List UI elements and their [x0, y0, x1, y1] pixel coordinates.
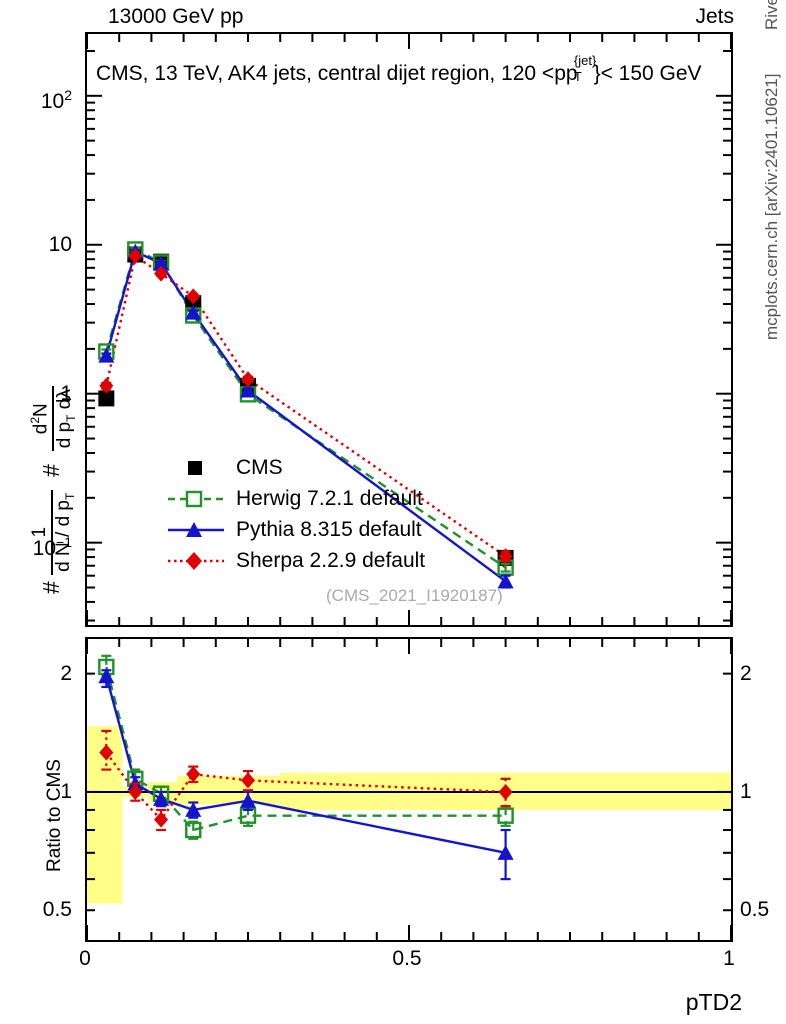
main-y-tick-label: 102	[40, 86, 72, 113]
category-label: Jets	[695, 5, 734, 28]
plot-title-tail: }< 150 GeV	[593, 62, 702, 85]
legend-marker-pythia-icon	[168, 519, 224, 541]
legend-entry-cms[interactable]: CMS	[168, 452, 425, 483]
plot-title-subscript: T	[573, 69, 582, 84]
ratio-plot-canvas	[86, 639, 732, 940]
plot-title-superscript: {jet}	[573, 53, 597, 68]
legend-marker-cms-icon	[168, 457, 224, 479]
main-plot-canvas	[86, 34, 732, 625]
main-y-tick-label: 10−1	[32, 533, 72, 560]
ratio-y-tick-label: 2	[60, 661, 72, 685]
legend-marker-sherpa-icon	[168, 550, 224, 572]
legend-label-cms: CMS	[236, 455, 283, 479]
ratio-y-tick-label-right: 1	[740, 779, 752, 803]
ratio-y-tick-label: 0.5	[42, 898, 72, 922]
main-plot-frame	[85, 32, 733, 627]
main-y-tick-label: 10	[48, 232, 72, 256]
legend-entry-pythia[interactable]: Pythia 8.315 default	[168, 514, 425, 545]
legend-entry-sherpa[interactable]: Sherpa 2.2.9 default	[168, 545, 425, 576]
x-tick-label: 0	[79, 947, 91, 970]
x-tick-label: 1	[723, 947, 735, 970]
ratio-y-tick-label-right: 2	[740, 661, 752, 685]
legend-marker-herwig-icon	[168, 488, 224, 510]
ratio-plot-frame	[85, 637, 733, 942]
ratio-y-tick-label: 1	[60, 779, 72, 803]
legend-entry-herwig[interactable]: Herwig 7.2.1 default	[168, 483, 425, 514]
legend-label-herwig: Herwig 7.2.1 default	[236, 486, 423, 510]
plot-title: CMS, 13 TeV, AK4 jets, central dijet reg…	[96, 53, 702, 85]
legend-label-sherpa: Sherpa 2.2.9 default	[236, 548, 426, 572]
x-axis-title: pTD2	[685, 989, 742, 1015]
beam-label: 13000 GeV pp	[108, 5, 244, 28]
ratio-y-tick-label-right: 0.5	[740, 898, 770, 922]
legend-label-pythia: Pythia 8.315 default	[236, 517, 422, 541]
legend: CMS Herwig 7.2.1 default Pythia 8.315 de…	[168, 452, 425, 576]
analysis-id-watermark: (CMS_2021_I1920187)	[326, 586, 503, 605]
plot-title-main: CMS, 13 TeV, AK4 jets, central dijet reg…	[96, 62, 566, 85]
main-y-tick-label: 1	[60, 381, 72, 405]
x-tick-label: 0.5	[392, 947, 422, 970]
